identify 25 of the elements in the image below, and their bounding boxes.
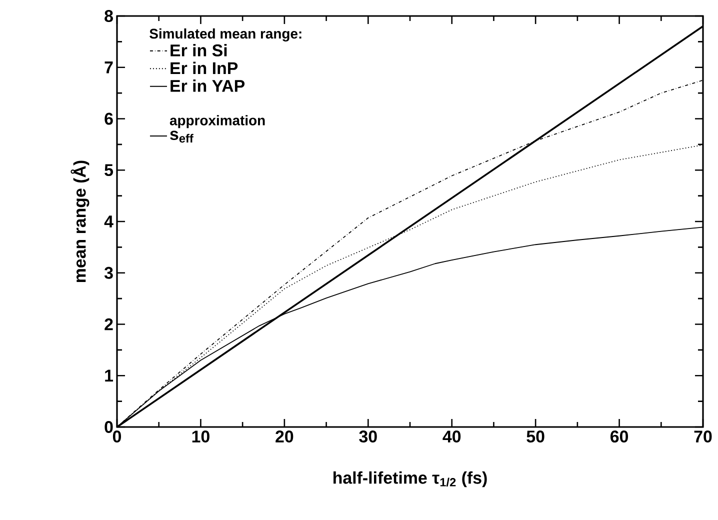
y-tick-label: 8	[104, 10, 113, 22]
x-tick-label: 70	[694, 430, 712, 443]
x-tick-label: 30	[359, 430, 377, 443]
x-axis-title: half-lifetime τ$_{1/2}$ (fs)	[334, 471, 487, 488]
legend-title: Simulated mean range:	[150, 28, 302, 42]
x-tick-label: 10	[192, 430, 210, 443]
legend-label: Er in YAP	[170, 80, 245, 92]
x-tick-label: 60	[610, 430, 628, 443]
y-tick-label: 5	[104, 164, 114, 176]
annotation: approximation	[170, 115, 265, 128]
x-tick-label: 0	[112, 430, 122, 443]
y-tick-label: 6	[104, 112, 113, 125]
x-tick-label: 20	[276, 430, 294, 443]
y-axis-title: mean range (Å)	[70, 160, 90, 282]
y-tick-label: 2	[104, 318, 113, 330]
y-tick-label: 0	[104, 421, 113, 433]
y-tick-label: 4	[104, 216, 114, 228]
x-tick-label: 40	[442, 430, 461, 443]
legend-label: Er in InP	[170, 62, 238, 74]
legend-label: Er in Si	[170, 44, 227, 56]
y-tick-label: 3	[104, 266, 113, 279]
y-tick-label: 7	[104, 62, 113, 74]
legend-label: s$_{eff}$	[170, 130, 194, 143]
x-tick-label: 50	[526, 430, 544, 443]
y-tick-label: 1	[105, 370, 114, 382]
